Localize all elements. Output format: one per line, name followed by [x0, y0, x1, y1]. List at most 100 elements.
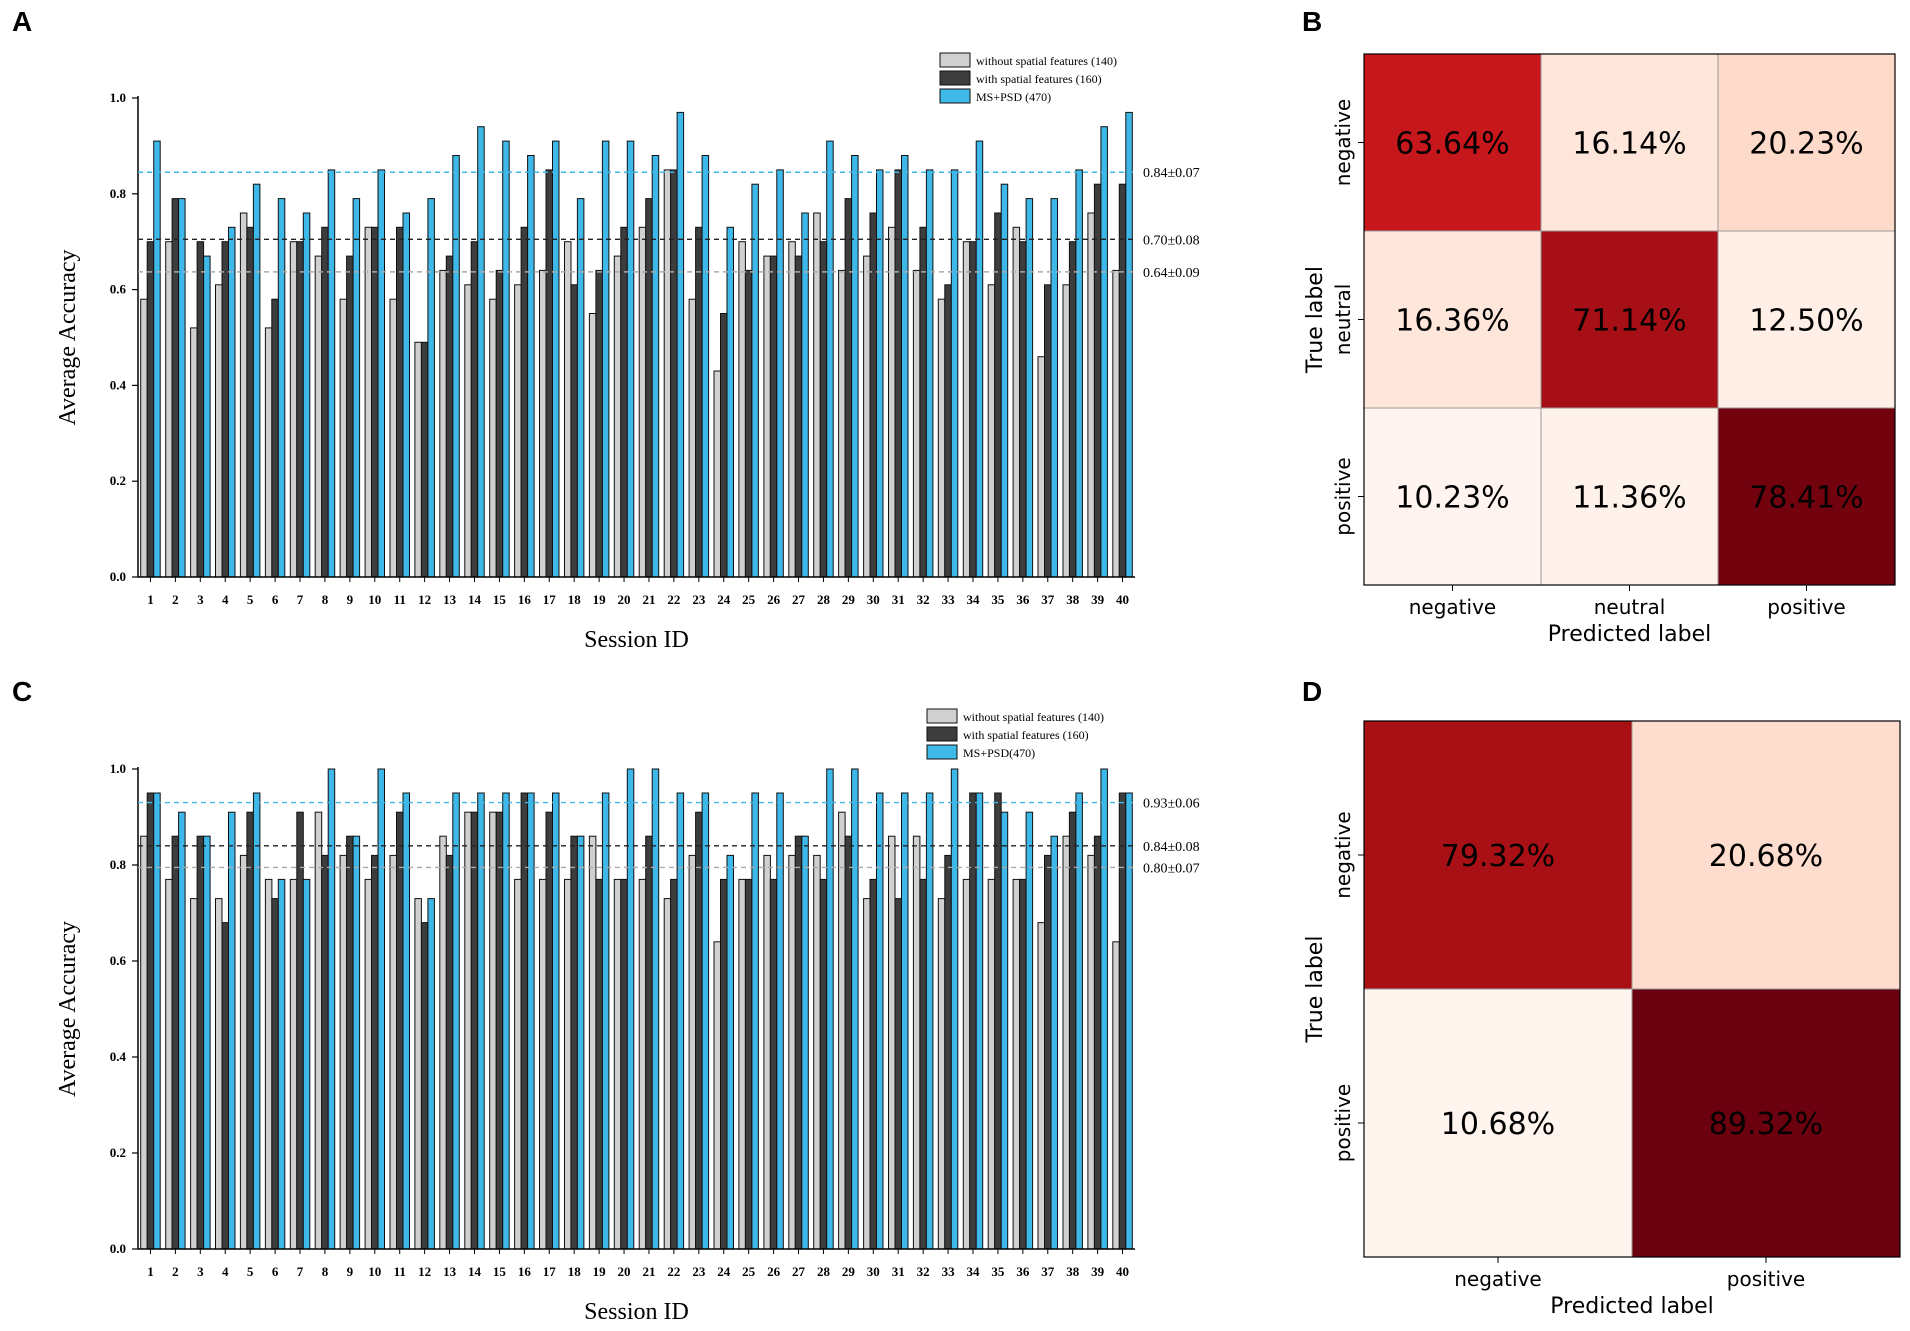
heatmap-cell-label: 63.64%: [1395, 127, 1509, 162]
bar-C-s0-38: [1062, 835, 1070, 1250]
bar-C-s0-11: [389, 854, 397, 1250]
bar-C-s0-8: [314, 811, 323, 1250]
bar-C-s2-34: [975, 792, 984, 1250]
bar-C-s0-13: [439, 835, 447, 1250]
x-tick-label: 25: [742, 592, 756, 607]
y-tick-label: 0.6: [110, 282, 127, 297]
bar-A-s1-36: [1019, 241, 1027, 578]
y-tick-label: 0.8: [110, 186, 127, 201]
x-tick-label: 27: [792, 592, 806, 607]
x-tick-label: 17: [543, 592, 557, 607]
bar-A-s2-10: [377, 169, 385, 578]
y-tick-label: 0.0: [110, 569, 126, 584]
x-tick-label: 10: [368, 1264, 381, 1279]
bar-A-s1-1: [146, 241, 155, 578]
bar-A-s1-13: [445, 255, 454, 578]
x-tick-label: 20: [618, 1264, 631, 1279]
x-tick-label: 4: [222, 592, 229, 607]
x-tick-label: 3: [197, 592, 204, 607]
y-tick-label: 1.0: [110, 90, 126, 105]
bar-A-s1-25: [744, 269, 753, 578]
panel-label-b: B: [1302, 6, 1323, 37]
bar-C-s2-10: [377, 768, 385, 1250]
bar-A-s1-8: [321, 226, 329, 578]
x-tick-label: 9: [347, 1264, 354, 1279]
bar-C-s2-22: [676, 792, 685, 1250]
x-tick-label: 38: [1066, 1264, 1080, 1279]
bar-C-s2-16: [527, 792, 535, 1250]
heatmap-cell-label: 79.32%: [1441, 839, 1555, 874]
bar-C-s0-29: [838, 811, 846, 1250]
bar-C-s0-32: [912, 835, 921, 1250]
x-tick-label: 22: [667, 1264, 680, 1279]
bar-C-s2-26: [776, 792, 784, 1250]
bar-C-s0-2: [165, 878, 173, 1250]
bar-C-s0-39: [1087, 854, 1095, 1250]
bar-C-s0-22: [663, 898, 672, 1250]
bar-C-s0-27: [788, 854, 796, 1250]
legend-swatch: [926, 726, 958, 742]
y-tick-label: positive: [1331, 457, 1355, 535]
bar-C-s2-31: [901, 792, 909, 1250]
legend-swatch: [926, 744, 958, 760]
bar-A-s0-5: [239, 212, 248, 578]
heatmap-cell-label: 71.14%: [1572, 304, 1686, 339]
bar-A-s0-38: [1062, 284, 1070, 578]
bar-A-s2-14: [477, 126, 485, 578]
bar-C-s2-9: [352, 835, 361, 1250]
legend-label: with spatial features (160): [976, 72, 1102, 86]
bar-C-s2-17: [552, 792, 560, 1250]
x-tick-label: 39: [1091, 592, 1105, 607]
bar-A-s1-35: [994, 212, 1002, 578]
bar-C-s1-5: [246, 811, 254, 1250]
bar-C-s0-4: [215, 898, 223, 1250]
x-tick-label: 13: [443, 592, 457, 607]
y-tick-label: 0.6: [110, 953, 127, 968]
x-tick-label: 8: [322, 592, 329, 607]
bar-A-s2-3: [203, 255, 211, 578]
y-tick-label: neutral: [1331, 284, 1355, 356]
bar-A-s2-13: [452, 155, 460, 578]
x-tick-label: 30: [867, 592, 880, 607]
bar-C-s2-14: [477, 792, 485, 1250]
bar-C-s0-40: [1112, 941, 1120, 1250]
x-tick-label: 21: [642, 1264, 655, 1279]
bar-A-s2-37: [1050, 198, 1058, 578]
bar-A-s1-40: [1118, 183, 1127, 578]
bar-C-s1-26: [769, 878, 778, 1250]
bar-C-s1-10: [371, 854, 379, 1250]
bar-A-s0-33: [937, 298, 946, 578]
bar-A-s0-36: [1012, 226, 1021, 578]
bar-C-s2-2: [178, 811, 186, 1250]
bar-A-s1-15: [495, 269, 504, 578]
x-tick-label: 28: [817, 1264, 831, 1279]
bar-chart-c: 0.00.20.40.60.81.01 2 3 4 5 6 7 8 9 10 11 12 13 14 15 1…: [55, 708, 1200, 1325]
bar-A-s0-35: [987, 284, 996, 578]
bar-C-s1-29: [844, 835, 853, 1250]
panel-label-d: D: [1302, 676, 1323, 707]
x-tick-label: 14: [468, 592, 482, 607]
bar-C-s1-23: [695, 811, 703, 1250]
bar-C-s1-37: [1044, 854, 1052, 1250]
x-tick-label: 23: [692, 592, 706, 607]
x-tick-label: 20: [618, 592, 631, 607]
bar-A-s2-35: [1000, 183, 1009, 578]
y-tick-label: negative: [1331, 811, 1355, 898]
reference-line-label: 0.84±0.07: [1143, 166, 1200, 181]
bar-C-s1-14: [470, 811, 479, 1250]
bar-A-s2-11: [402, 212, 410, 578]
bar-C-s1-24: [720, 878, 728, 1250]
bar-A-s2-19: [601, 140, 610, 578]
heatmap-cell-label: 20.23%: [1749, 127, 1863, 162]
bar-A-s2-21: [651, 155, 660, 578]
bar-C-s1-21: [645, 835, 653, 1250]
bar-C-s1-36: [1019, 878, 1027, 1250]
bar-C-s0-30: [863, 898, 871, 1250]
bar-A-s0-14: [464, 284, 472, 578]
bar-C-s0-25: [738, 878, 746, 1250]
x-tick-label: 11: [394, 1264, 406, 1279]
bar-A-s2-32: [925, 169, 934, 578]
bar-A-s2-26: [776, 169, 784, 578]
bar-C-s1-35: [994, 792, 1002, 1250]
confusion-matrix-d: 79.32% 20.68% 10.68% 89.32% negative positive…: [1303, 720, 1901, 1319]
